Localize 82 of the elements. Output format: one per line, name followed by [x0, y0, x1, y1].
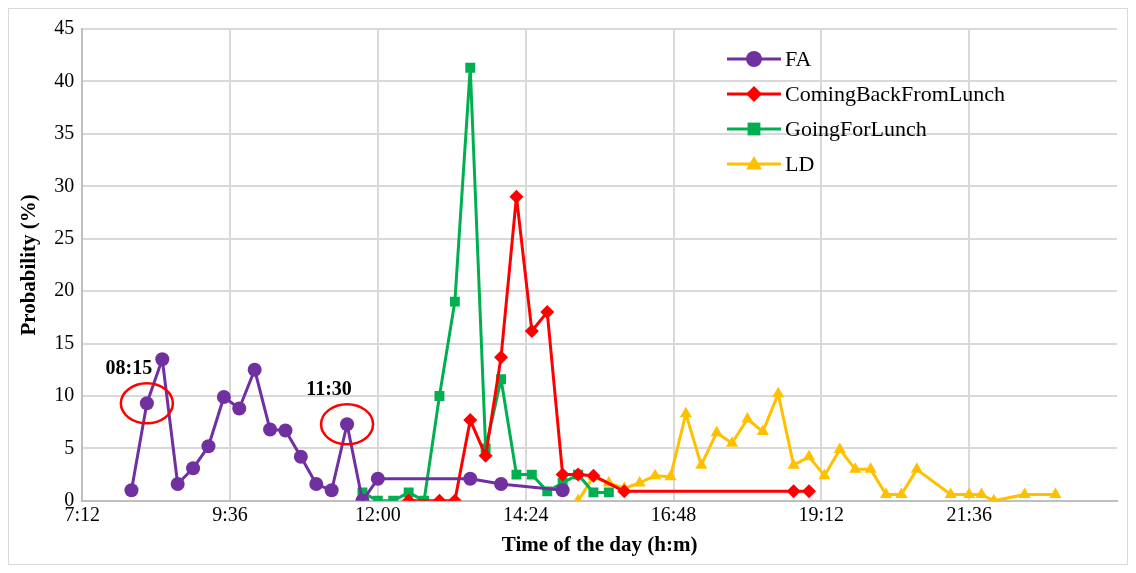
x-tick-label: 9:36 — [212, 503, 248, 526]
annotation: 11:30 — [306, 377, 352, 400]
point — [555, 467, 570, 482]
y-tick-label: 10 — [54, 383, 75, 406]
x-tick-label: 21:36 — [946, 503, 992, 526]
point — [787, 458, 800, 469]
point — [741, 412, 754, 423]
point — [588, 487, 599, 498]
legend-label: ComingBackFromLunch — [785, 80, 1005, 106]
point — [664, 469, 677, 481]
point — [494, 477, 509, 492]
point — [833, 442, 846, 453]
x-axis-title: Time of the day (h:m) — [501, 531, 698, 556]
x-tick-label: 12:00 — [355, 503, 401, 526]
point — [695, 458, 708, 469]
point — [963, 487, 976, 499]
point — [1049, 487, 1062, 499]
point — [633, 475, 646, 487]
x-tick-label: 19:12 — [798, 503, 845, 526]
point — [944, 487, 957, 499]
point — [370, 471, 385, 486]
point — [509, 189, 524, 204]
point — [247, 362, 262, 377]
point — [1018, 487, 1031, 499]
point — [434, 391, 445, 401]
point — [124, 483, 139, 498]
point — [849, 462, 862, 473]
point — [293, 449, 308, 464]
point — [975, 487, 988, 499]
y-axis-title: Probability (%) — [16, 194, 41, 336]
point — [786, 484, 801, 499]
point — [186, 461, 201, 476]
point — [555, 483, 570, 498]
y-tick-label: 25 — [54, 225, 75, 248]
point — [772, 386, 785, 398]
point — [232, 401, 247, 416]
legend-label: LD — [785, 150, 815, 176]
point — [465, 62, 476, 73]
point — [864, 462, 877, 473]
point — [263, 422, 278, 437]
x-tick-label: 16:48 — [650, 503, 697, 526]
point — [526, 469, 537, 480]
point — [463, 471, 478, 486]
point — [511, 469, 522, 480]
x-tick-label: 14:24 — [502, 503, 549, 526]
legend-label: FA — [785, 45, 812, 71]
point — [449, 296, 460, 307]
point — [603, 487, 614, 498]
point — [524, 323, 539, 338]
point — [278, 423, 293, 438]
point — [617, 484, 632, 499]
point — [802, 484, 817, 499]
point — [478, 448, 493, 463]
y-tick-label: 40 — [54, 68, 75, 91]
point — [818, 468, 831, 480]
point — [648, 468, 662, 480]
y-tick-label: 30 — [54, 173, 75, 196]
point — [494, 350, 509, 365]
y-tick-label: 45 — [54, 16, 75, 39]
point — [170, 477, 185, 492]
point — [802, 449, 816, 461]
point — [756, 424, 769, 436]
point — [155, 352, 170, 367]
point — [540, 305, 555, 320]
y-tick-label: 5 — [64, 435, 75, 458]
point — [463, 413, 478, 428]
y-tick-label: 20 — [54, 278, 75, 301]
point — [309, 477, 324, 492]
point — [679, 406, 692, 418]
point — [710, 425, 723, 437]
point — [895, 487, 908, 499]
legend-label: GoingForLunch — [785, 115, 927, 141]
point — [216, 390, 231, 404]
y-tick-label: 35 — [54, 121, 75, 144]
point — [725, 436, 739, 447]
point — [879, 487, 893, 499]
point — [910, 462, 923, 473]
annotation: 08:15 — [105, 356, 153, 379]
point — [403, 487, 414, 498]
point — [324, 483, 339, 498]
point — [201, 439, 216, 454]
y-tick-label: 15 — [54, 330, 75, 353]
